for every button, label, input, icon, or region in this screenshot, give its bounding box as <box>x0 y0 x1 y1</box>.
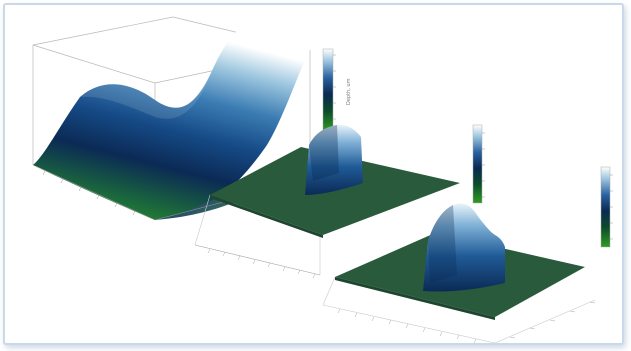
colorbar-3 <box>600 166 613 248</box>
figure-frame: Depth, um <box>3 3 624 345</box>
plot3-x-ticks <box>337 308 477 343</box>
plot1-surface <box>33 16 310 220</box>
plot2-x-ticks <box>207 248 316 279</box>
surface-plot-1 <box>32 16 311 221</box>
plot3-y-ticks <box>509 301 596 339</box>
colorbar-1-label: Depth, um <box>346 78 352 105</box>
plot2-x-axis <box>194 244 321 276</box>
plot2-ridge <box>305 124 363 195</box>
surface-plot-2 <box>194 124 460 279</box>
colorbar-1: Depth, um <box>322 48 352 132</box>
plot1-x-axis <box>32 164 156 221</box>
surface-plot-3 <box>322 203 596 343</box>
plot1-x-ticks <box>42 170 136 216</box>
plot3-box <box>322 276 596 343</box>
plot3-peak <box>423 203 505 292</box>
plot1-highlight <box>80 75 210 119</box>
colorbar-2 <box>472 124 485 204</box>
surface-plots-svg: Depth, um <box>32 16 613 343</box>
